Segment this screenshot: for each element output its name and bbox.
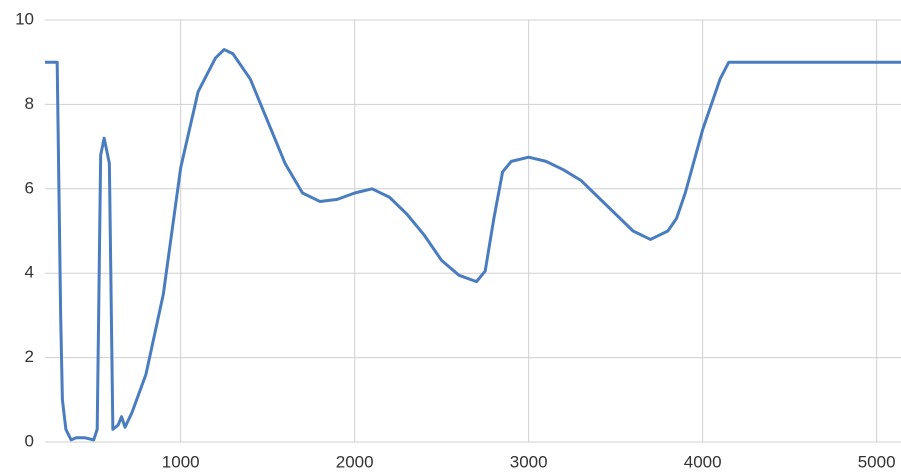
y-tick-label: 0 — [25, 431, 34, 450]
x-tick-label: 3000 — [510, 452, 548, 471]
y-tick-label: 8 — [25, 94, 34, 113]
y-tick-label: 2 — [25, 347, 34, 366]
y-tick-label: 6 — [25, 178, 34, 197]
y-tick-label: 10 — [15, 9, 34, 28]
y-tick-label: 4 — [25, 263, 34, 282]
data-line — [45, 48, 901, 442]
x-tick-label: 1000 — [162, 452, 200, 471]
x-tick-label: 4000 — [684, 452, 722, 471]
x-tick-label: 5000 — [858, 452, 896, 471]
x-tick-label: 2000 — [336, 452, 374, 471]
